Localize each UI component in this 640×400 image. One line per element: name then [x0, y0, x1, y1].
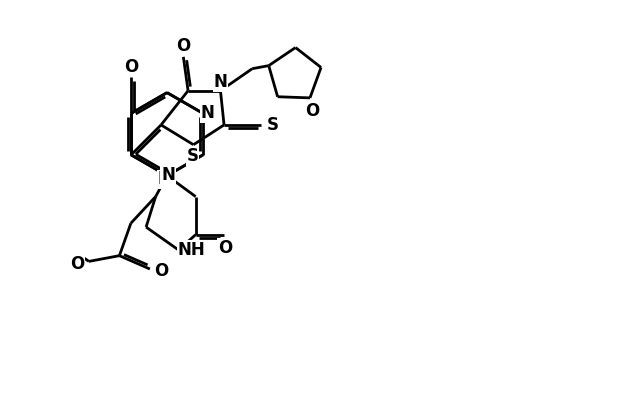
Text: S: S [267, 116, 279, 134]
Text: O: O [70, 255, 84, 273]
Text: N: N [161, 166, 175, 184]
Text: N: N [158, 170, 172, 188]
Text: O: O [218, 239, 232, 257]
Text: O: O [176, 38, 191, 56]
Text: O: O [124, 58, 138, 76]
Text: NH: NH [178, 241, 205, 259]
Text: S: S [186, 148, 198, 166]
Text: O: O [154, 262, 169, 280]
Text: N: N [214, 73, 227, 91]
Text: O: O [305, 102, 319, 120]
Text: N: N [201, 104, 214, 122]
